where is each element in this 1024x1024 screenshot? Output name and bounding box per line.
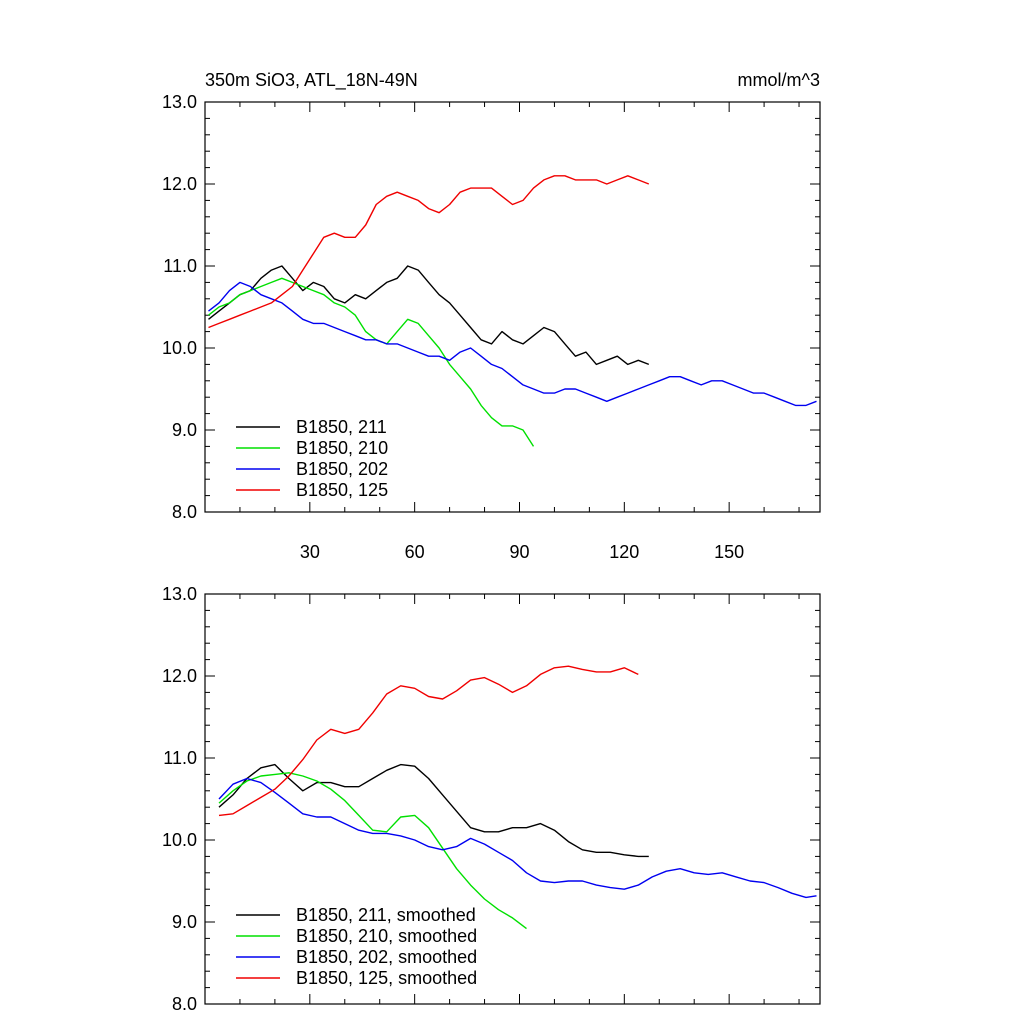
top-panel-axes: 8.0 9.0 10.0 11.0 12.0 13.0 30 60 90 120 150 — [162, 92, 820, 562]
y-tick-label: 8.0 — [172, 502, 197, 522]
bottom-panel-series — [218, 665, 817, 930]
y-tick-label: 12.0 — [162, 174, 197, 194]
units-label: mmol/m^3 — [738, 70, 820, 90]
series-line-b1850-211 — [208, 265, 650, 366]
legend-label: B1850, 210 — [296, 438, 388, 458]
y-tick-label: 10.0 — [162, 830, 197, 850]
legend-label: B1850, 211, smoothed — [296, 905, 476, 925]
series-line-b1850-202-smoothed — [218, 777, 817, 899]
x-tick-label: 60 — [405, 542, 425, 562]
y-tick-label: 9.0 — [172, 420, 197, 440]
top-panel-series — [208, 175, 817, 447]
bottom-panel: 8.0 9.0 10.0 11.0 12.0 13.0 B1850, 211, smoot… — [162, 584, 821, 1014]
series-line-b1850-125 — [208, 175, 650, 329]
bottom-panel-axes: 8.0 9.0 10.0 11.0 12.0 13.0 — [162, 584, 820, 1014]
bottom-panel-frame — [204, 593, 821, 1005]
series-line-b1850-202 — [208, 281, 817, 407]
series-line-b1850-210-smoothed — [218, 772, 527, 930]
legend-label: B1850, 202, smoothed — [296, 947, 477, 967]
x-tick-label: 90 — [509, 542, 529, 562]
y-tick-label: 11.0 — [163, 256, 197, 276]
series-line-b1850-125-smoothed — [218, 665, 639, 817]
top-panel-frame — [204, 101, 821, 513]
x-tick-label: 150 — [714, 542, 744, 562]
x-tick-label: 30 — [300, 542, 320, 562]
series-line-b1850-210 — [208, 277, 535, 447]
legend-label: B1850, 210, smoothed — [296, 926, 477, 946]
legend-label: B1850, 202 — [296, 459, 388, 479]
y-tick-label: 11.0 — [163, 748, 197, 768]
y-tick-label: 10.0 — [162, 338, 197, 358]
series-line-b1850-211-smoothed — [218, 763, 649, 858]
chart-title: 350m SiO3, ATL_18N-49N — [205, 70, 418, 91]
x-tick-label: 120 — [609, 542, 639, 562]
legend-label: B1850, 125, smoothed — [296, 968, 477, 988]
y-tick-label: 8.0 — [172, 994, 197, 1014]
legend-label: B1850, 125 — [296, 480, 388, 500]
top-panel: 8.0 9.0 10.0 11.0 12.0 13.0 30 60 90 120 150 B1850… — [162, 92, 821, 562]
y-tick-label: 9.0 — [172, 912, 197, 932]
y-tick-label: 13.0 — [162, 92, 197, 112]
y-tick-label: 12.0 — [162, 666, 197, 686]
legend-label: B1850, 211 — [296, 417, 387, 437]
y-tick-label: 13.0 — [162, 584, 197, 604]
